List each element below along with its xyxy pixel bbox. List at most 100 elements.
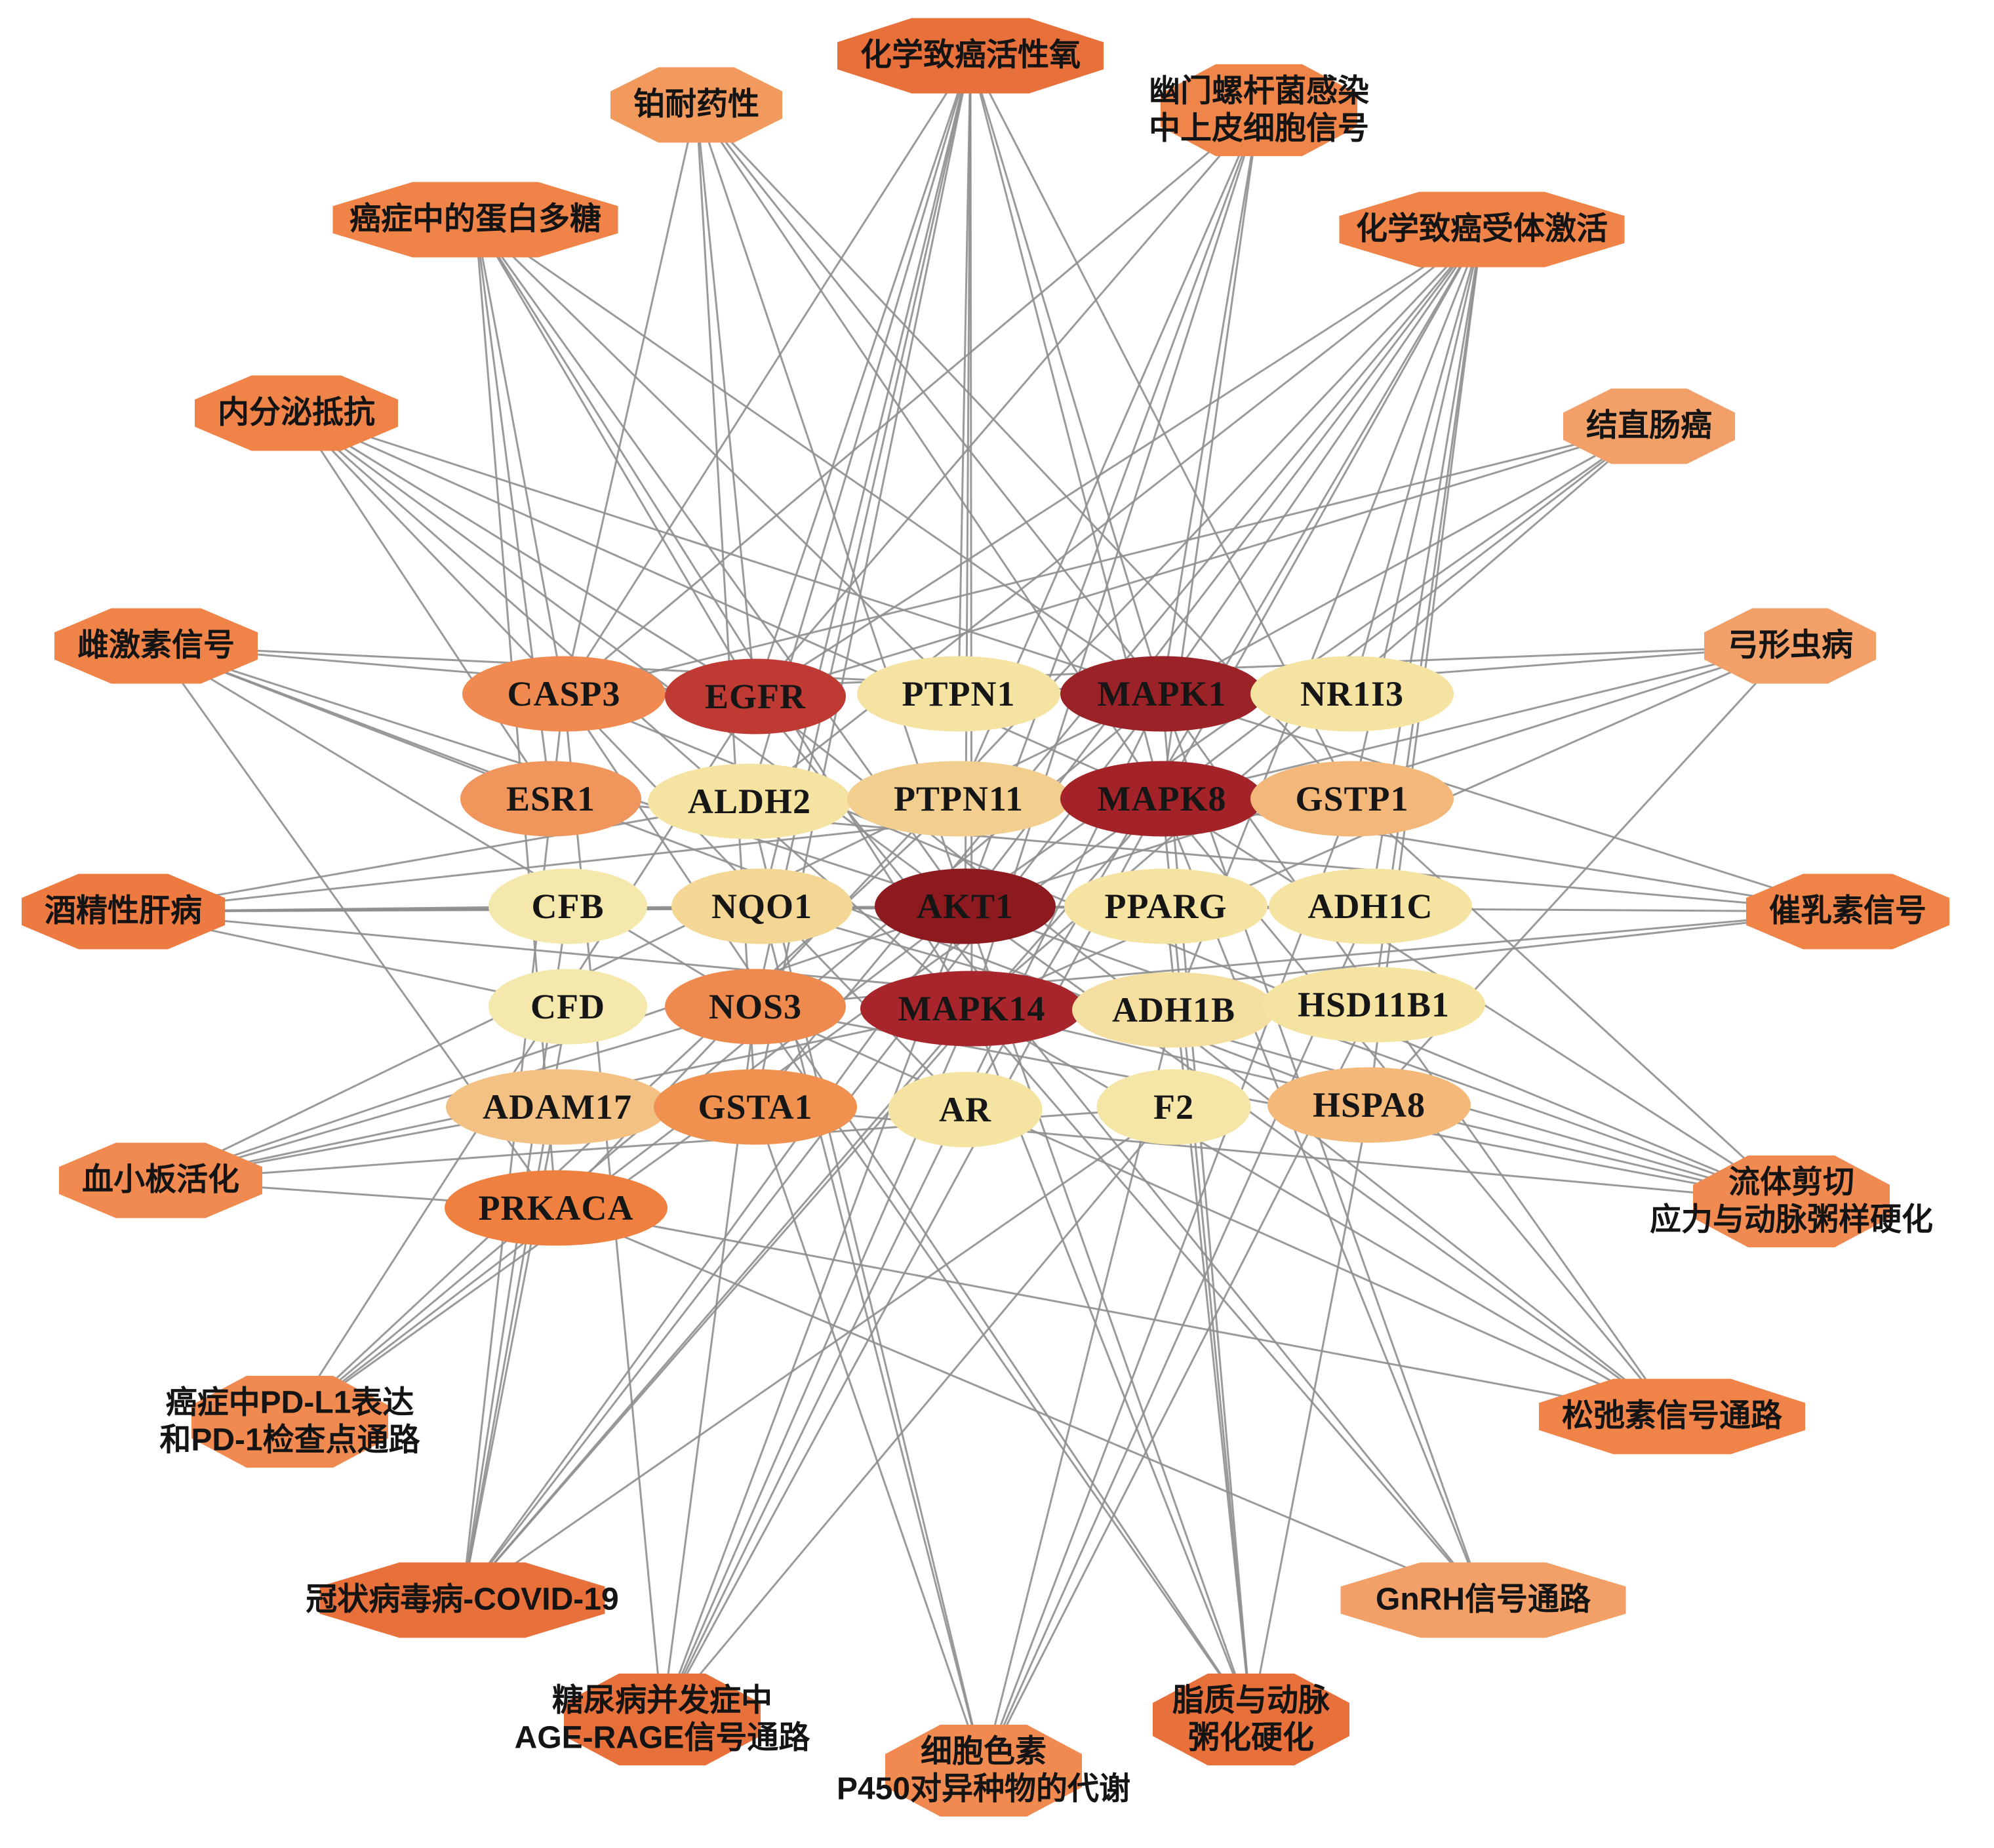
edge-p1-MAPK1 xyxy=(969,55,1163,694)
gene-label: CFB xyxy=(531,887,605,926)
gene-label: MAPK1 xyxy=(1097,674,1227,713)
edge-p6-ESR1 xyxy=(295,412,552,799)
gene-label: AR xyxy=(939,1090,991,1129)
edge-p18-AKT1 xyxy=(661,906,967,1720)
edge-p14-AKT1 xyxy=(289,905,966,1423)
gene-ellipse-shape xyxy=(1269,868,1472,944)
gene-ellipse-shape xyxy=(489,868,647,944)
pathway-label: 化学致癌活性氧 xyxy=(860,37,1081,73)
edge-p19-ALDH2 xyxy=(748,801,985,1771)
pathway-label: 松弛素信号通路 xyxy=(1561,1398,1783,1434)
gene-ellipse-shape xyxy=(1262,967,1485,1043)
gene-label: PTPN1 xyxy=(902,674,1016,713)
edge-p17-MAPK1 xyxy=(1161,693,1485,1601)
pathway-label: 细胞色素 P450对异种物的代谢 xyxy=(836,1734,1131,1806)
edge-p4-CASP3 xyxy=(474,219,565,694)
gene-label: ADAM17 xyxy=(483,1087,632,1127)
edge-p8-NOS3 xyxy=(155,645,756,1008)
edge-p15-PRKACA xyxy=(555,1207,1673,1418)
gene-label: F2 xyxy=(1153,1087,1194,1127)
pathway-octagon-shape xyxy=(1340,1562,1626,1638)
gene-ellipse-shape xyxy=(857,656,1060,732)
pathway-octagon-shape xyxy=(59,1142,262,1218)
gene-ellipse-shape xyxy=(1060,761,1264,837)
gene-ellipse-shape xyxy=(446,1069,669,1145)
gene-ellipse-shape xyxy=(847,761,1070,837)
pathway-label: 冠状病毒病-COVID-19 xyxy=(306,1582,619,1617)
gene-ellipse-shape xyxy=(665,969,846,1045)
pathway-label: GnRH信号通路 xyxy=(1376,1582,1591,1617)
gene-ellipse-shape xyxy=(1072,972,1275,1048)
edge-p4-MAPK14 xyxy=(474,219,973,1009)
gene-label: MAPK14 xyxy=(898,989,1046,1028)
edge-p3-CASP3 xyxy=(563,109,1260,695)
edge-p1-EGFR xyxy=(754,55,972,697)
gene-ellipse-shape xyxy=(875,868,1056,944)
pathway-octagon-shape xyxy=(1161,64,1357,156)
edge-p13-NQO1 xyxy=(761,905,1792,1203)
gene-ellipse-shape xyxy=(462,656,666,732)
pathway-octagon-shape xyxy=(564,1674,761,1765)
pathway-label: 糖尿病并发症中 AGE-RAGE信号通路 xyxy=(514,1683,810,1755)
edge-p17-MAPK14 xyxy=(970,1008,1485,1601)
edge-p6-AR xyxy=(295,412,967,1111)
edge-p6-EGFR xyxy=(296,412,756,698)
edge-p7-MAPK8 xyxy=(1161,425,1650,800)
edge-p1-CASP3 xyxy=(563,55,972,694)
edge-p15-MAPK14 xyxy=(971,1007,1673,1418)
gene-label: GSTP1 xyxy=(1295,779,1409,818)
edge-p20-HSPA8 xyxy=(1250,1104,1370,1720)
gene-label: EGFR xyxy=(704,677,807,716)
gene-label: PPARG xyxy=(1104,887,1227,926)
edge-p4-EGFR xyxy=(474,219,757,697)
pathway-label: 癌症中PD-L1表达 和PD-1检查点通路 xyxy=(159,1385,420,1457)
edge-p19-GSTP1 xyxy=(982,798,1353,1771)
gene-label: CFD xyxy=(530,987,605,1026)
pathway-octagon-shape xyxy=(1539,1378,1805,1455)
pathway-label: 流体剪切 应力与动脉粥样硬化 xyxy=(1649,1165,1934,1237)
edge-p11-MAPK1 xyxy=(1161,693,1848,913)
pathway-octagon-shape xyxy=(1563,388,1735,464)
gene-ellipse-shape xyxy=(671,868,852,944)
gene-label: AKT1 xyxy=(916,887,1014,926)
gene-label: ALDH2 xyxy=(687,782,812,821)
edge-p15-NOS3 xyxy=(755,1005,1673,1418)
gene-ellipse-shape xyxy=(1064,868,1267,944)
gene-ellipse-shape xyxy=(1250,761,1454,837)
edge-p3-MAPK14 xyxy=(970,110,1260,1009)
gene-label: HSPA8 xyxy=(1312,1085,1426,1125)
gene-label: PTPN11 xyxy=(893,779,1024,818)
pathway-octagon-shape xyxy=(1339,191,1625,268)
edge-p18-F2 xyxy=(661,1106,1175,1720)
pathway-label: 雌激素信号 xyxy=(77,628,235,663)
pathway-octagon-shape xyxy=(332,182,618,258)
gene-ellipse-shape xyxy=(648,763,851,839)
edge-p5-MAPK1 xyxy=(1161,229,1483,694)
gene-ellipse-shape xyxy=(888,1072,1043,1148)
gene-ellipse-shape xyxy=(665,658,846,734)
edge-p10-ALDH2 xyxy=(123,800,750,913)
gene-label: PRKACA xyxy=(478,1188,634,1228)
pathway-octagon-shape xyxy=(1693,1155,1890,1247)
gene-ellipse-shape xyxy=(445,1170,668,1246)
edge-p9-MAPK8 xyxy=(1161,645,1791,800)
edge-p7-EGFR xyxy=(755,425,1650,698)
edge-p17-PRKACA xyxy=(555,1207,1484,1601)
pathway-label: 弓形虫病 xyxy=(1726,628,1854,663)
edge-p7-CASP3 xyxy=(563,425,1650,695)
pathway-octagon-shape xyxy=(195,375,398,451)
edge-p7-MAPK1 xyxy=(1161,425,1650,695)
gene-label: CASP3 xyxy=(507,674,621,713)
gene-label: GSTA1 xyxy=(698,1087,813,1127)
pathway-label: 酒精性肝病 xyxy=(44,893,203,929)
pathway-octagon-shape xyxy=(54,608,258,684)
pathway-octagon-shape xyxy=(319,1562,605,1638)
edge-p17-EGFR xyxy=(754,696,1485,1601)
gene-label: NR1I3 xyxy=(1300,674,1405,713)
pathway-label: 血小板活化 xyxy=(81,1162,240,1197)
edge-p16-CASP3 xyxy=(461,693,565,1601)
edge-p1-MAPK14 xyxy=(969,55,973,1009)
edge-p18-MAPK1 xyxy=(661,693,1163,1720)
gene-ellipse-shape xyxy=(1096,1069,1251,1145)
